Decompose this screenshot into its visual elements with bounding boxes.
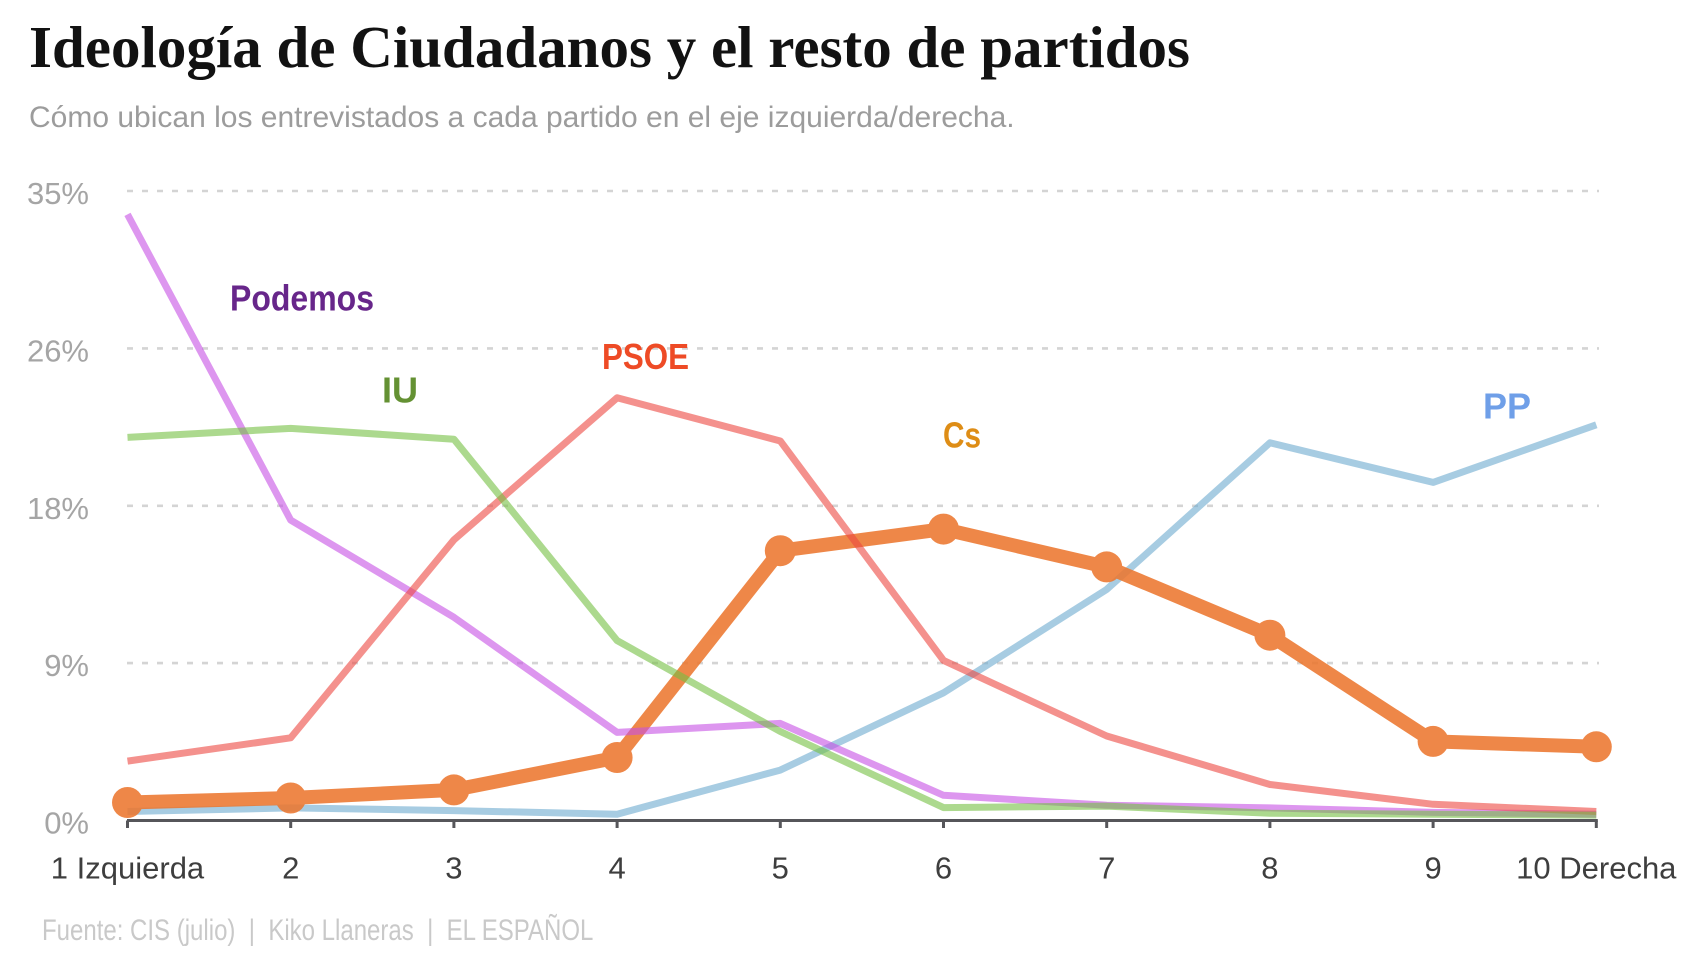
svg-text:0%: 0%	[44, 806, 89, 841]
svg-text:26%: 26%	[27, 333, 89, 368]
svg-text:4: 4	[608, 851, 625, 886]
svg-text:6: 6	[935, 851, 952, 886]
svg-text:5: 5	[772, 851, 789, 886]
svg-text:10 Derecha: 10 Derecha	[1516, 851, 1677, 886]
svg-text:7: 7	[1098, 851, 1115, 886]
svg-text:Podemos: Podemos	[230, 278, 374, 319]
svg-text:9: 9	[1424, 851, 1441, 886]
svg-text:2: 2	[282, 851, 299, 886]
svg-text:PP: PP	[1483, 386, 1531, 427]
svg-text:1 Izquierda: 1 Izquierda	[51, 851, 205, 886]
svg-text:PSOE: PSOE	[602, 336, 689, 377]
svg-text:18%: 18%	[27, 491, 89, 526]
svg-text:35%: 35%	[27, 176, 89, 211]
svg-text:8: 8	[1261, 851, 1278, 886]
svg-text:9%: 9%	[44, 648, 89, 683]
svg-text:3: 3	[445, 851, 462, 886]
svg-text:IU: IU	[382, 369, 418, 410]
svg-text:Cs: Cs	[943, 415, 981, 456]
